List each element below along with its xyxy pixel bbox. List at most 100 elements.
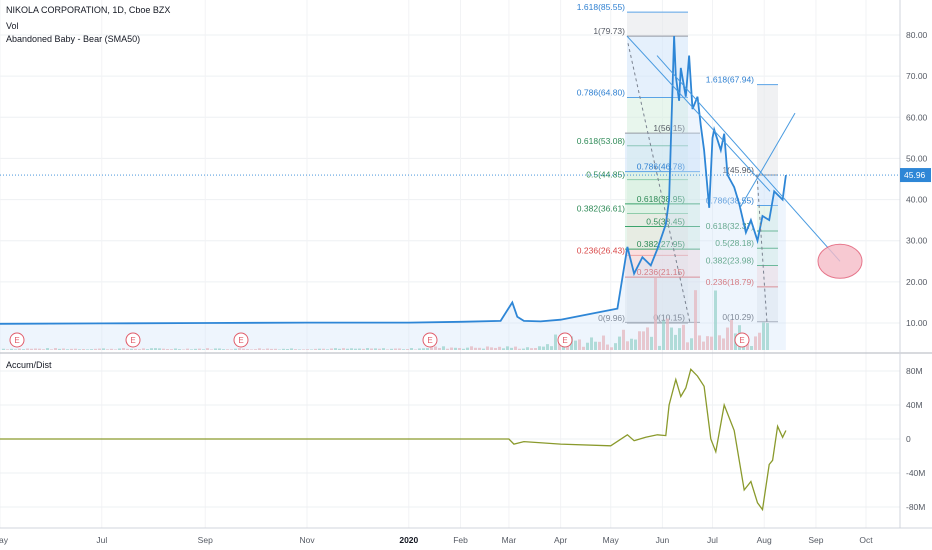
volume-bar <box>378 348 381 350</box>
volume-bar <box>234 348 237 350</box>
price-tick-label: 10.00 <box>906 318 928 328</box>
volume-bar <box>530 348 533 350</box>
volume-bar <box>610 347 613 350</box>
last-price-badge <box>900 168 931 183</box>
volume-bar <box>490 347 493 350</box>
fib-zone <box>625 171 700 204</box>
volume-bar <box>282 348 285 350</box>
volume-bar <box>210 349 213 350</box>
trend-line <box>626 35 771 192</box>
volume-legend: Vol <box>6 21 19 31</box>
volume-bar <box>474 347 477 350</box>
time-tick-label: May <box>603 535 620 545</box>
volume-bar <box>418 348 421 350</box>
volume-bar <box>478 347 481 350</box>
volume-bar <box>46 348 49 350</box>
price-tick-label: 20.00 <box>906 277 928 287</box>
volume-bar <box>90 349 93 350</box>
volume-bar <box>206 348 209 350</box>
earnings-label: E <box>14 336 19 345</box>
volume-bar <box>594 341 597 350</box>
volume-bar <box>706 336 709 350</box>
time-tick-label: Sep <box>808 535 823 545</box>
volume-bar <box>110 348 113 350</box>
price-tick-label: 30.00 <box>906 236 928 246</box>
earnings-marker: E <box>734 332 750 348</box>
volume-bar <box>130 348 133 350</box>
fib-level-label: 0.786(46.78) <box>637 162 685 172</box>
volume-bar <box>82 348 85 350</box>
fib-level-label: 0.5(28.18) <box>715 238 754 248</box>
volume-bar <box>534 348 537 350</box>
volume-bar <box>358 348 361 350</box>
volume-bar <box>686 342 689 350</box>
volume-bar <box>654 277 657 350</box>
volume-bar <box>182 349 185 350</box>
volume-bar <box>454 347 457 350</box>
target-ellipse <box>817 243 863 279</box>
fib-level-label: 0.786(64.80) <box>577 88 625 98</box>
volume-bar <box>242 348 245 350</box>
volume-bar <box>438 347 441 350</box>
volume-bar <box>442 346 445 350</box>
fib-level-label: 0(9.96) <box>598 313 625 323</box>
volume-bar <box>270 348 273 350</box>
fib-zone <box>757 248 778 266</box>
earnings-label: E <box>427 336 432 345</box>
volume-bar <box>718 335 721 350</box>
volume-bar <box>522 348 525 350</box>
volume-bar <box>86 349 89 350</box>
volume-bar <box>402 349 405 350</box>
volume-bar <box>426 348 429 350</box>
volume-bar <box>134 348 137 350</box>
volume-bar <box>334 348 337 350</box>
volume-bar <box>766 323 769 350</box>
volume-bar <box>498 346 501 350</box>
trend-line <box>739 112 796 209</box>
volume-bar <box>154 348 157 350</box>
indicator-tick-label: 80M <box>906 366 923 376</box>
volume-bar <box>714 290 717 350</box>
volume-bar <box>550 346 553 350</box>
volume-bar <box>558 343 561 350</box>
volume-bar <box>158 348 161 350</box>
volume-bar <box>30 348 33 350</box>
volume-bar <box>6 349 9 350</box>
volume-bar <box>482 348 485 350</box>
volume-bar <box>386 349 389 350</box>
volume-bar <box>578 339 581 350</box>
volume-bar <box>678 328 681 350</box>
indicator-legend: Accum/Dist <box>6 360 52 370</box>
volume-bar <box>758 332 761 350</box>
indicator-tick-label: 40M <box>906 400 923 410</box>
volume-bar <box>314 348 317 350</box>
volume-bar <box>34 348 37 350</box>
volume-bar <box>74 348 77 350</box>
volume-bar <box>346 348 349 350</box>
volume-bar <box>586 342 589 350</box>
fib-level-label: 0.786(38.55) <box>706 196 754 206</box>
price-tick-label: 50.00 <box>906 153 928 163</box>
volume-bar <box>42 349 45 350</box>
volume-bar <box>458 348 461 350</box>
volume-bar <box>430 347 433 350</box>
price-tick-label: 70.00 <box>906 71 928 81</box>
fib-zone <box>757 230 778 249</box>
volume-bar <box>546 344 549 350</box>
volume-bar <box>58 348 61 350</box>
time-tick-label: Feb <box>453 535 468 545</box>
fib-level-label: 0.618(32.37) <box>706 221 754 231</box>
volume-bar <box>66 349 69 350</box>
volume-bar <box>566 346 569 350</box>
volume-bar <box>302 349 305 350</box>
volume-bar <box>322 348 325 350</box>
earnings-marker: E <box>9 332 25 348</box>
volume-bar <box>10 348 13 350</box>
volume-bar <box>146 349 149 350</box>
indicator-panel <box>0 368 900 512</box>
indicator-tick-label: -80M <box>906 502 925 512</box>
volume-bar <box>238 348 241 350</box>
volume-bar <box>230 349 233 350</box>
volume-bar <box>574 340 577 350</box>
